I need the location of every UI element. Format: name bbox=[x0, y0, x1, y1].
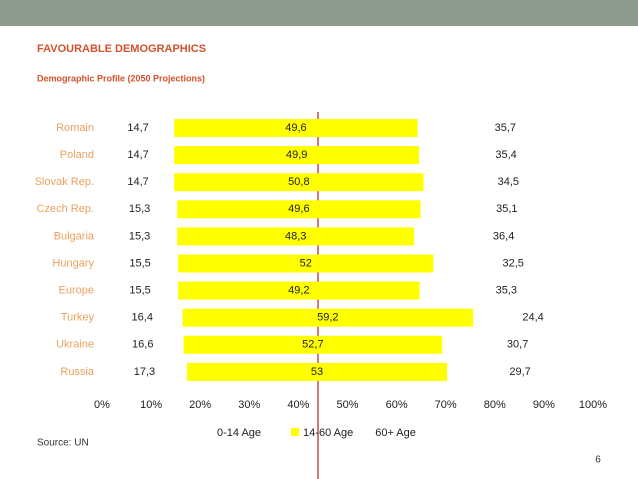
value-label: 24,4 bbox=[522, 312, 543, 324]
page-number: 6 bbox=[595, 455, 601, 466]
bar-segment bbox=[177, 227, 415, 246]
bar-segment bbox=[174, 173, 424, 192]
value-label: 49,6 bbox=[288, 203, 309, 215]
bar-segment bbox=[423, 173, 593, 192]
legend-label: 60+ Age bbox=[375, 427, 416, 439]
legend-swatch bbox=[373, 428, 382, 436]
bar-segment bbox=[178, 281, 420, 300]
x-tick-label: 60% bbox=[386, 399, 408, 411]
legend-label: 14-60 Age bbox=[303, 427, 353, 439]
bar-segment bbox=[174, 119, 418, 137]
bar-segment bbox=[419, 281, 593, 300]
category-label: Russia bbox=[60, 366, 95, 378]
x-tick-label: 90% bbox=[533, 399, 555, 411]
x-tick-label: 0% bbox=[94, 399, 110, 411]
slide-title: FAVOURABLE DEMOGRAPHICS bbox=[37, 43, 206, 55]
value-label: 15,5 bbox=[129, 285, 150, 297]
category-label: Hungary bbox=[52, 257, 94, 269]
value-label: 35,3 bbox=[496, 285, 517, 297]
bar-segment bbox=[420, 200, 593, 219]
category-label: Slovak Rep. bbox=[35, 176, 94, 188]
bar-segment bbox=[102, 146, 175, 165]
bar-segment bbox=[433, 254, 593, 273]
bar-segment bbox=[177, 200, 421, 219]
x-tick-label: 100% bbox=[579, 399, 607, 411]
value-label: 52,7 bbox=[302, 339, 323, 351]
bar-segment bbox=[419, 146, 593, 165]
value-label: 16,4 bbox=[132, 312, 153, 324]
value-label: 17,3 bbox=[134, 366, 155, 378]
bar-segment bbox=[102, 119, 175, 137]
x-tick-label: 40% bbox=[287, 399, 309, 411]
bar-segment bbox=[102, 227, 178, 246]
value-label: 50,8 bbox=[288, 176, 309, 188]
bar-segment bbox=[102, 254, 179, 273]
bar-segment bbox=[102, 308, 183, 327]
category-label: Ukraine bbox=[56, 339, 94, 351]
value-label: 32,5 bbox=[503, 257, 524, 269]
bar-segment bbox=[473, 308, 593, 327]
bar-segment bbox=[414, 227, 593, 246]
value-label: 36,4 bbox=[493, 230, 514, 242]
value-label: 29,7 bbox=[509, 366, 530, 378]
x-tick-label: 80% bbox=[484, 399, 506, 411]
value-label: 14,7 bbox=[127, 122, 148, 134]
bar-segment bbox=[102, 173, 175, 192]
top-band bbox=[0, 0, 638, 26]
category-label: Czech Rep. bbox=[37, 203, 94, 215]
source: Source: UN bbox=[37, 438, 89, 449]
x-tick-label: 20% bbox=[189, 399, 211, 411]
bar-segment bbox=[102, 281, 179, 300]
bar-segment bbox=[186, 362, 448, 381]
value-label: 15,3 bbox=[129, 203, 150, 215]
value-label: 52 bbox=[300, 257, 312, 269]
category-label: Bulgaria bbox=[54, 230, 95, 242]
category-label: Romain bbox=[56, 122, 94, 134]
value-label: 30,7 bbox=[507, 339, 528, 351]
value-label: 35,1 bbox=[496, 203, 517, 215]
bar-segment bbox=[174, 146, 420, 165]
value-label: 14,7 bbox=[127, 149, 148, 161]
legend-swatch bbox=[215, 428, 223, 436]
value-label: 16,6 bbox=[132, 339, 153, 351]
category-label: Poland bbox=[60, 149, 94, 161]
legend-label: 0-14 Age bbox=[217, 427, 261, 439]
value-label: 15,5 bbox=[129, 257, 150, 269]
value-label: 15,3 bbox=[129, 230, 150, 242]
bar-segment bbox=[102, 362, 187, 381]
category-label: Europe bbox=[59, 285, 94, 297]
bar-segment bbox=[102, 335, 184, 354]
bar-segment bbox=[183, 335, 443, 354]
category-label: Turkey bbox=[61, 312, 95, 324]
bar-segment bbox=[447, 362, 593, 381]
value-label: 48,3 bbox=[285, 230, 306, 242]
bar-segment bbox=[417, 119, 593, 137]
value-label: 49,2 bbox=[288, 285, 309, 297]
legend-swatch bbox=[291, 428, 300, 436]
bar-segment bbox=[102, 200, 178, 219]
x-tick-label: 30% bbox=[238, 399, 260, 411]
value-label: 35,7 bbox=[495, 122, 516, 134]
x-tick-label: 50% bbox=[336, 399, 358, 411]
value-label: 35,4 bbox=[495, 149, 516, 161]
bar-segment bbox=[182, 308, 474, 327]
value-label: 53 bbox=[311, 366, 323, 378]
x-tick-label: 70% bbox=[435, 399, 457, 411]
value-label: 49,6 bbox=[285, 122, 306, 134]
value-label: 14,7 bbox=[127, 176, 148, 188]
bar-segment bbox=[178, 254, 434, 273]
slide-subtitle: Demographic Profile (2050 Projections) bbox=[37, 73, 205, 83]
value-label: 34,5 bbox=[498, 176, 519, 188]
value-label: 59,2 bbox=[317, 312, 338, 324]
value-label: 49,9 bbox=[286, 149, 307, 161]
bar-segment bbox=[442, 335, 593, 354]
x-tick-label: 10% bbox=[140, 399, 162, 411]
